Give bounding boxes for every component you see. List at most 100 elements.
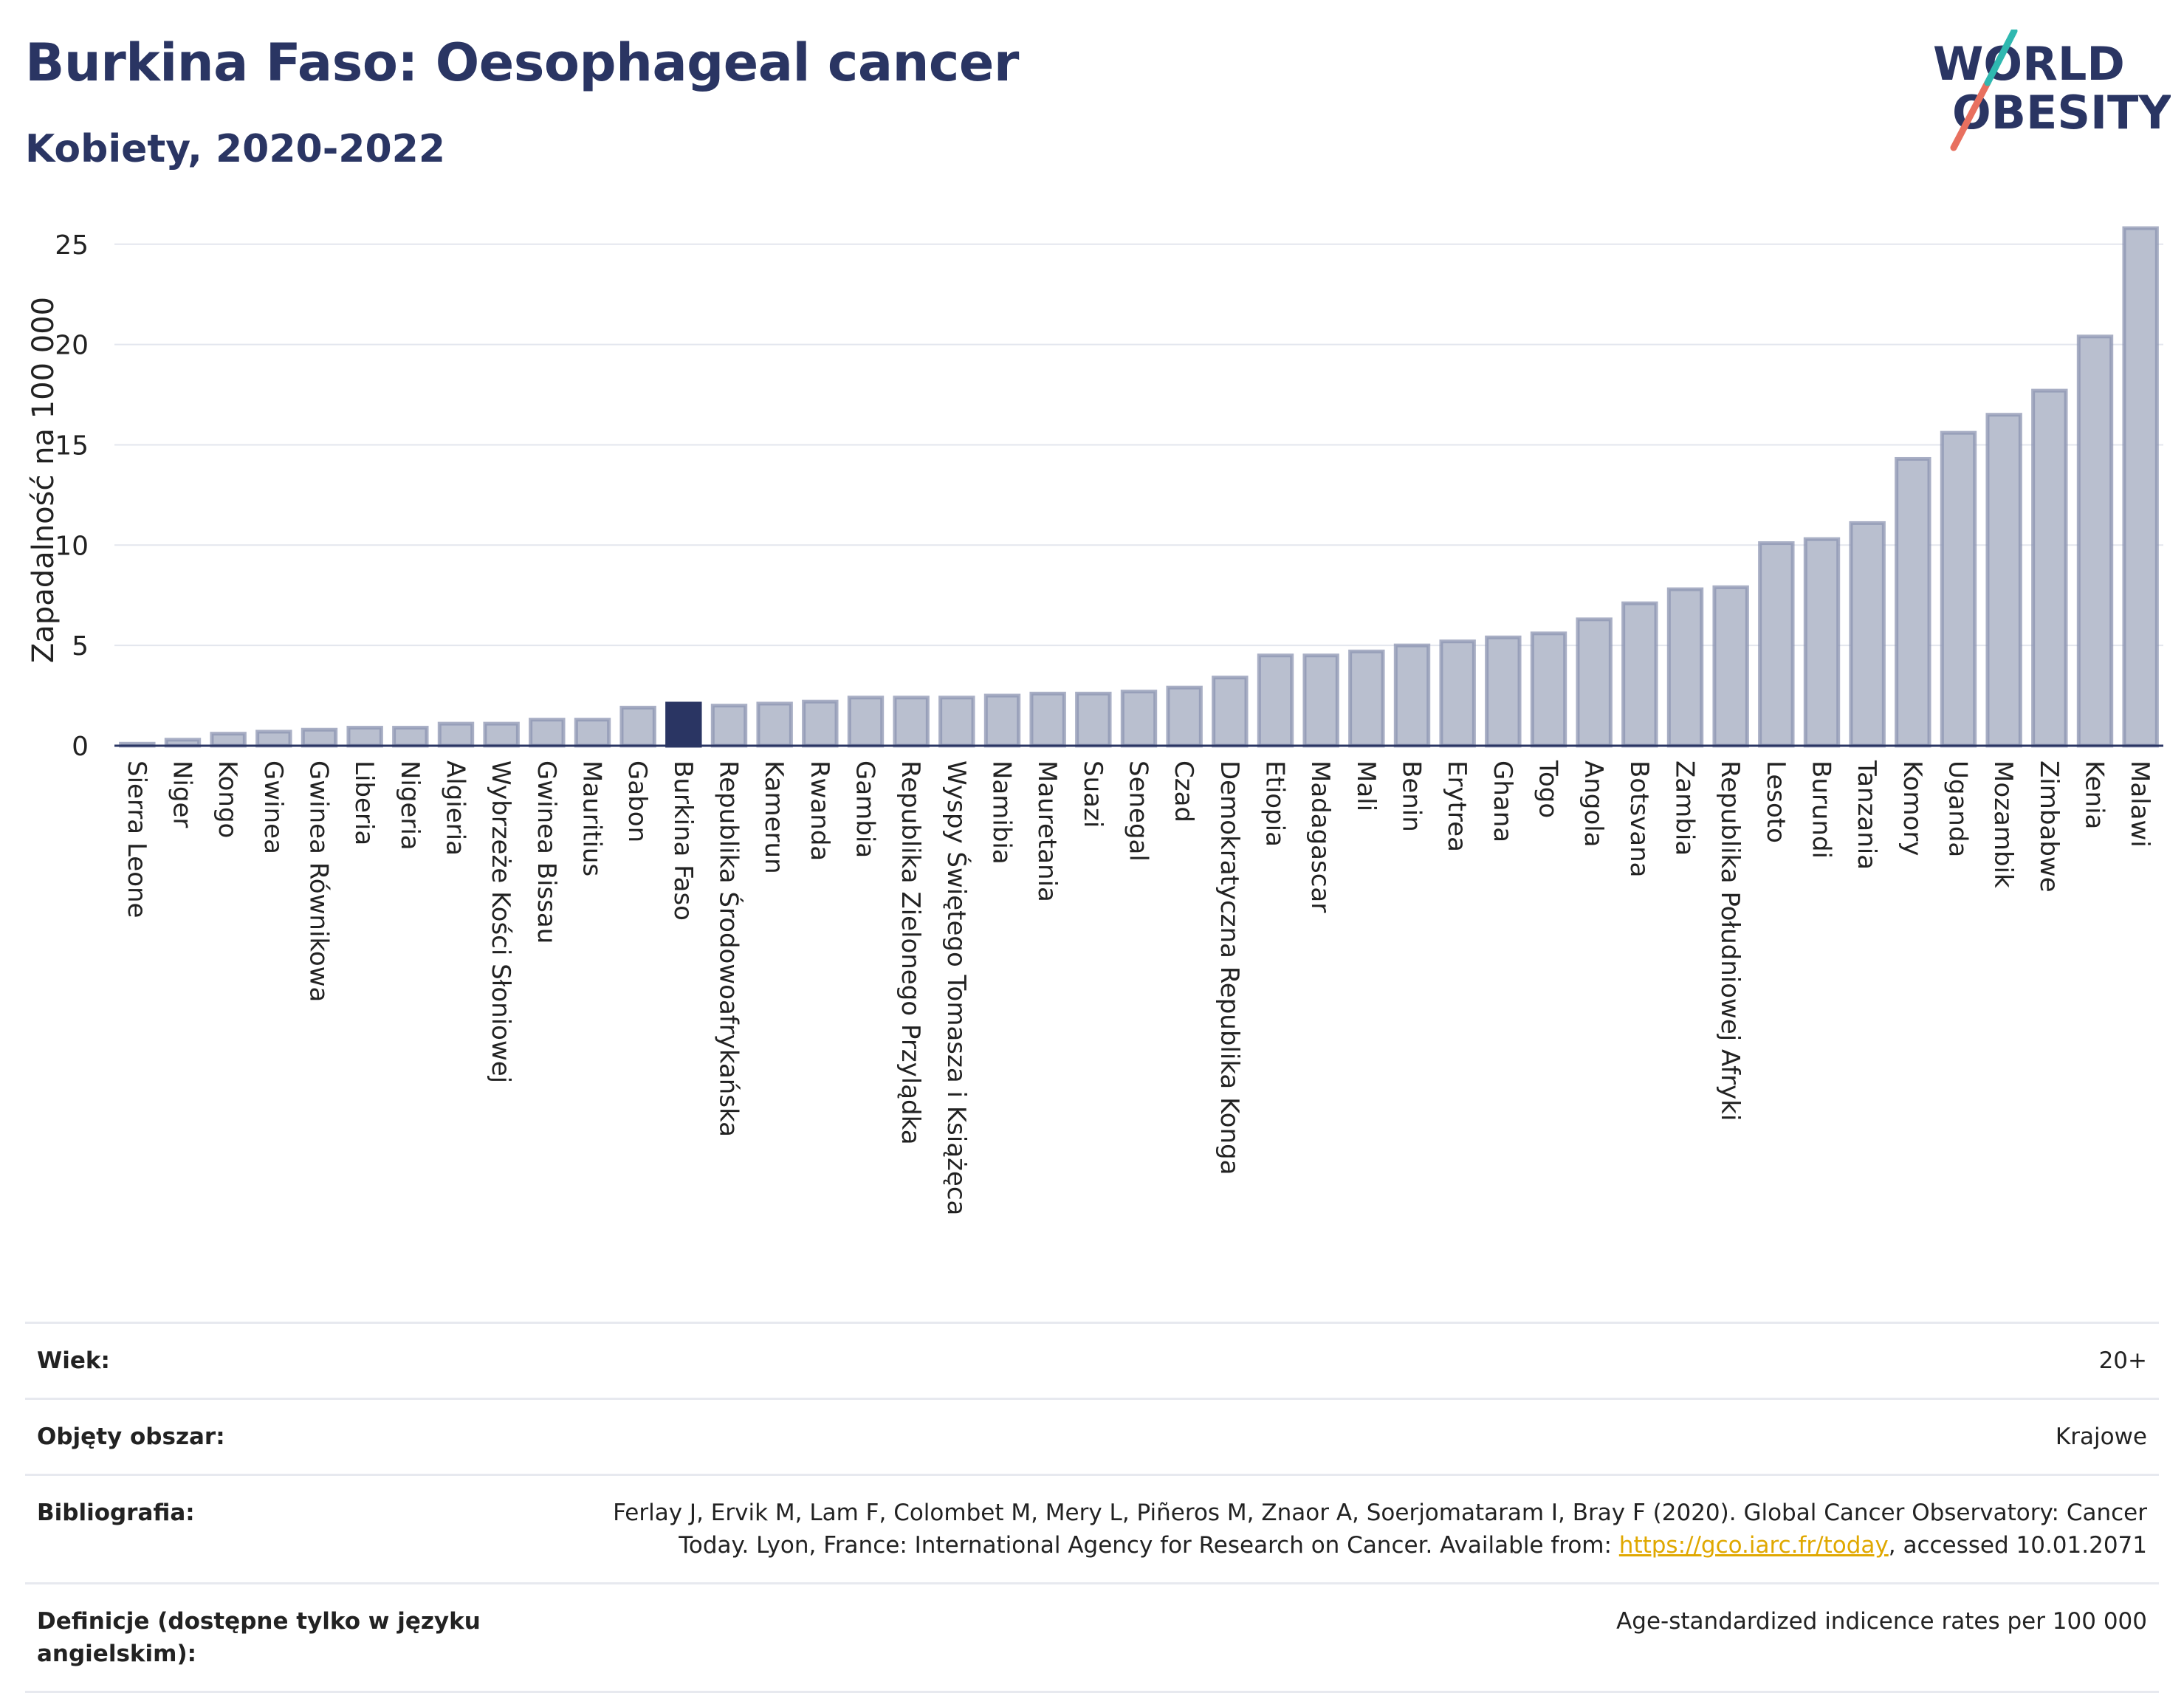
x-tick-label: Rwanda bbox=[805, 760, 834, 861]
x-tick-label: Republika Południowej Afryki bbox=[1715, 760, 1745, 1121]
bar bbox=[210, 732, 247, 748]
bar bbox=[710, 704, 748, 748]
info-value: Krajowe bbox=[2055, 1424, 2147, 1450]
x-tick-label: Kamerun bbox=[759, 760, 789, 874]
bar bbox=[1895, 456, 1931, 748]
x-tick-label: Kongo bbox=[213, 760, 242, 838]
logo-line1: WORLD bbox=[1933, 37, 2125, 91]
info-label: Objęty obszar: bbox=[37, 1424, 225, 1450]
bar bbox=[802, 699, 839, 748]
bar bbox=[346, 726, 383, 748]
bar bbox=[1940, 430, 1977, 748]
bar bbox=[574, 718, 611, 748]
x-tick-label: Botsvana bbox=[1624, 760, 1654, 878]
source-link[interactable]: https://gco.iarc.fr/today bbox=[1618, 1532, 1889, 1559]
logo-line2: OBESITY bbox=[1952, 86, 2171, 140]
bar bbox=[1212, 676, 1249, 748]
y-tick-label: 5 bbox=[72, 631, 89, 662]
bar bbox=[665, 701, 702, 748]
world-obesity-logo: WORLD OBESITY bbox=[1933, 30, 2171, 151]
bar bbox=[1120, 690, 1158, 748]
bibliography-line1: Ferlay J, Ervik M, Lam F, Colombet M, Me… bbox=[613, 1500, 2147, 1526]
bars bbox=[119, 226, 2159, 748]
bar bbox=[2031, 388, 2068, 748]
x-tick-label: Burundi bbox=[1807, 760, 1836, 859]
info-row-age: Wiek: 20+ bbox=[25, 1322, 2159, 1398]
bar bbox=[1666, 587, 1704, 748]
bar-chart: 0 5 10 15 20 25 Sierra Leone Niger Kongo Gwinea G… bbox=[27, 226, 2163, 1215]
x-tick-label: Zambia bbox=[1670, 760, 1700, 856]
bibliography-text: Today. Lyon, France: International Agenc… bbox=[679, 1532, 1619, 1559]
x-tick-label: Czad bbox=[1169, 760, 1198, 823]
bar bbox=[1439, 639, 1476, 748]
y-tick-label: 10 bbox=[55, 531, 89, 561]
bar bbox=[1029, 691, 1066, 748]
x-tick-label: Senegal bbox=[1124, 760, 1153, 862]
y-tick-label: 0 bbox=[72, 732, 89, 762]
bar bbox=[1302, 653, 1339, 748]
bar bbox=[893, 696, 930, 748]
x-tick-label: Republika Środowoafrykańska bbox=[714, 760, 744, 1137]
bar bbox=[392, 726, 429, 748]
bar bbox=[2122, 226, 2159, 748]
bar bbox=[301, 727, 338, 748]
bar bbox=[1393, 643, 1431, 748]
x-tick-label: Angola bbox=[1579, 760, 1608, 847]
bar bbox=[2076, 334, 2114, 748]
x-tick-label: Wyspy Świętego Tomasza i Książęca bbox=[941, 760, 972, 1215]
x-tick-label: Uganda bbox=[1943, 760, 1973, 857]
x-tick-label: Kenia bbox=[2080, 760, 2109, 829]
bar bbox=[1803, 537, 1841, 748]
y-tick-label: 25 bbox=[55, 230, 89, 261]
x-tick-label: Nigeria bbox=[395, 760, 425, 851]
x-tick-label: Gabon bbox=[622, 760, 652, 842]
x-tick-label: Benin bbox=[1397, 760, 1426, 832]
info-label: Wiek: bbox=[37, 1347, 110, 1374]
logo-slash-coral bbox=[1950, 79, 1991, 151]
x-tick-label: Mozambik bbox=[1988, 760, 2018, 888]
bar bbox=[756, 701, 793, 748]
x-tick-label: Mauretania bbox=[1032, 760, 1062, 902]
x-tick-label: Mali bbox=[1351, 760, 1381, 811]
x-tick-label: Republika Zielonego Przylądka bbox=[896, 760, 925, 1145]
x-tick-label: Lesoto bbox=[1761, 760, 1790, 843]
x-tick-label: Niger bbox=[168, 760, 197, 828]
bibliography-line2: Today. Lyon, France: International Agenc… bbox=[613, 1529, 2147, 1562]
info-value: Age-standardized indicence rates per 100… bbox=[1616, 1608, 2147, 1635]
x-tick-label: Komory bbox=[1898, 760, 1927, 856]
x-tick-label: Gwinea bbox=[258, 760, 288, 854]
bar bbox=[619, 705, 656, 748]
bar bbox=[1530, 631, 1567, 748]
x-tick-label: Etiopia bbox=[1260, 760, 1290, 847]
bar bbox=[1257, 653, 1294, 748]
x-tick-label: Ghana bbox=[1488, 760, 1517, 842]
page-title: Burkina Faso: Oesophageal cancer bbox=[25, 32, 1019, 93]
bar bbox=[437, 721, 475, 748]
bar bbox=[1621, 601, 1658, 748]
bar bbox=[1849, 521, 1886, 748]
bar bbox=[1075, 691, 1112, 748]
info-row-area: Objęty obszar: Krajowe bbox=[25, 1398, 2159, 1474]
bar bbox=[938, 696, 975, 748]
x-tick-label: Madagascar bbox=[1305, 760, 1335, 913]
bar bbox=[847, 696, 885, 748]
info-table: Wiek: 20+ Objęty obszar: Krajowe Bibliog… bbox=[25, 1322, 2159, 1693]
x-tick-label: Mauritius bbox=[577, 760, 607, 876]
x-tick-label: Erytrea bbox=[1442, 760, 1472, 852]
y-tick-label: 20 bbox=[55, 331, 89, 361]
x-tick-label: Gwinea Równikowa bbox=[304, 760, 334, 1002]
bar bbox=[983, 693, 1021, 748]
x-tick-label: Suazi bbox=[1078, 760, 1108, 828]
x-tick-label: Tanzania bbox=[1852, 760, 1881, 870]
x-tick-label: Sierra Leone bbox=[122, 760, 151, 918]
bar bbox=[1348, 649, 1385, 748]
x-tick-label: Namibia bbox=[987, 760, 1017, 865]
x-tick-label: Liberia bbox=[349, 760, 379, 845]
y-tick-label: 15 bbox=[55, 430, 89, 461]
page-subtitle: Kobiety, 2020-2022 bbox=[25, 127, 446, 171]
bar bbox=[483, 721, 520, 748]
info-label: Definicje (dostępne tylko w języku angie… bbox=[37, 1608, 481, 1667]
bar bbox=[529, 718, 566, 748]
y-axis-label: Zapadalność na 100 000 bbox=[27, 297, 61, 663]
bar bbox=[1758, 541, 1795, 748]
